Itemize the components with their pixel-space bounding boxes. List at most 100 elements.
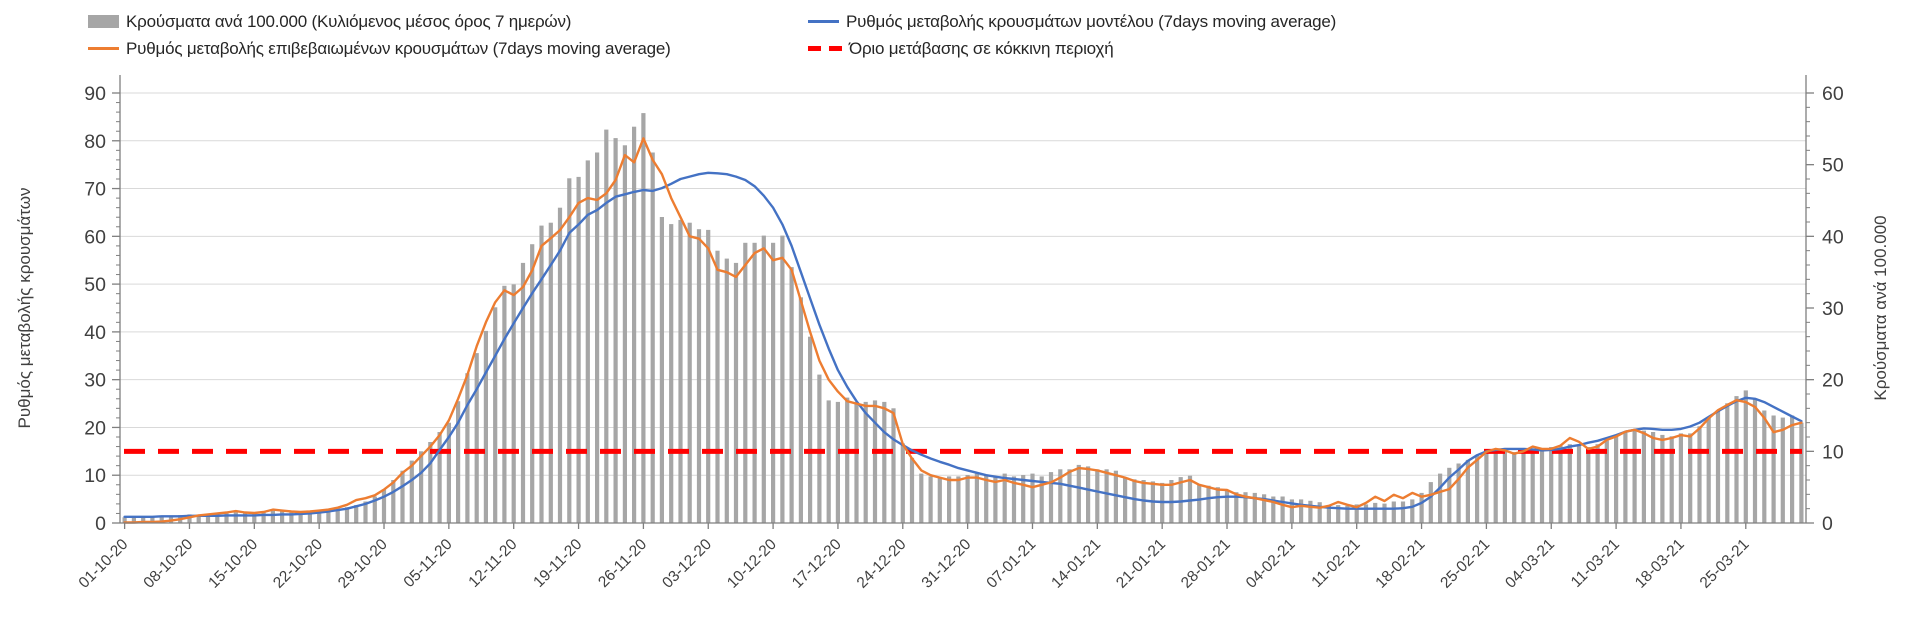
bar [428, 442, 433, 523]
bar [919, 473, 924, 523]
y-axis-left-title: Ρυθμός μεταβολής κρουσμάτων [15, 188, 34, 429]
bar [1447, 467, 1452, 523]
bar [789, 267, 794, 523]
bar [956, 476, 961, 523]
bar [1512, 452, 1517, 523]
bar [937, 477, 942, 523]
bar [465, 373, 470, 523]
bar [1697, 426, 1702, 524]
bar [1715, 410, 1721, 523]
bar [557, 207, 563, 523]
x-axis-tick-label: 18-02-21 [1372, 536, 1428, 592]
bar [1289, 499, 1294, 523]
bar [604, 129, 609, 523]
bar [1354, 504, 1359, 523]
bar [1336, 505, 1341, 523]
bar [1002, 473, 1007, 523]
bar [493, 307, 498, 523]
bar [1363, 504, 1369, 523]
bar [1725, 403, 1730, 523]
y-axis-left-tick-label: 60 [84, 226, 106, 248]
bar [567, 178, 572, 524]
bar [1215, 487, 1220, 523]
bar [1780, 417, 1785, 523]
bar [798, 297, 803, 524]
bar [1595, 444, 1600, 523]
y-axis-right-tick-label: 40 [1822, 226, 1844, 248]
bar [1058, 469, 1063, 524]
y-axis-right-title: Κρούσματα ανά 100.000 [1871, 215, 1890, 400]
y-axis-right-tick-label: 10 [1822, 441, 1844, 463]
bar [1651, 432, 1656, 523]
bar [1734, 396, 1739, 523]
bar [243, 513, 248, 523]
x-axis-tick-label: 04-02-21 [1243, 536, 1299, 592]
bar [632, 126, 637, 523]
y-axis-left-tick-label: 80 [84, 131, 106, 153]
x-axis-tick-label: 04-03-21 [1502, 536, 1558, 592]
bar [1771, 415, 1776, 523]
bar [752, 242, 757, 524]
bar [1743, 390, 1748, 523]
bar [900, 443, 905, 523]
bar [863, 401, 868, 523]
x-axis-tick-label: 10-12-20 [724, 536, 780, 592]
bar [1641, 430, 1646, 523]
bar [909, 457, 915, 523]
bar [1262, 494, 1267, 523]
bar [780, 235, 785, 523]
bar [474, 353, 479, 523]
blue-line-swatch-icon [808, 20, 839, 23]
legend-item-red-threshold: Όριο μετάβασης σε κόκκινη περιοχή [808, 35, 1336, 62]
bar [715, 250, 720, 523]
bar [1317, 502, 1322, 523]
bar [687, 222, 692, 523]
y-axis-left-tick-label: 30 [84, 370, 106, 392]
legend-label-confirmed-rate: Ρυθμός μεταβολής επιβεβαιωμένων κρουσμάτ… [126, 38, 671, 58]
bar [854, 401, 859, 523]
bar [215, 513, 220, 523]
bar [437, 432, 442, 523]
bar [1752, 399, 1758, 523]
bar [1243, 492, 1248, 523]
chart-legend: Κρούσματα ανά 100.000 (Κυλιόμενος μέσος … [88, 8, 1336, 62]
bar [409, 460, 414, 523]
bar [1539, 449, 1545, 523]
bar [1030, 473, 1035, 523]
x-axis-tick-label: 31-12-20 [919, 536, 975, 592]
bar [1234, 492, 1239, 523]
bar [1530, 450, 1535, 523]
x-axis-tick-label: 29-10-20 [335, 536, 391, 592]
bar [1132, 479, 1137, 523]
bar [1428, 482, 1433, 523]
bar [344, 507, 350, 523]
plot-area: 0 10 20 30 40 50 60 70 80 90 0 10 20 30 40 50 60 01-10-20… [76, 75, 1844, 592]
bar [326, 510, 331, 523]
x-axis-tick-label: 21-01-21 [1113, 536, 1169, 592]
legend-item-confirmed-rate: Ρυθμός μεταβολής επιβεβαιωμένων κρουσμάτ… [88, 35, 808, 62]
y-axis-left-tick-label: 20 [84, 417, 106, 439]
bar [307, 511, 312, 523]
x-axis-tick-label: 14-01-21 [1048, 536, 1104, 592]
bar [1280, 496, 1285, 523]
y-axis-right-tick-label: 50 [1822, 155, 1844, 177]
x-axis-tick-label: 25-02-21 [1437, 536, 1493, 592]
bar [1197, 485, 1202, 523]
bar [1614, 434, 1619, 523]
bar [706, 229, 711, 523]
y-axis-left-tick-label: 70 [84, 179, 106, 201]
bar [122, 517, 127, 523]
bar [520, 262, 526, 523]
bar [771, 242, 776, 524]
x-axis-tick-label: 11-03-21 [1568, 536, 1623, 591]
bar [381, 489, 387, 523]
bar [826, 400, 831, 523]
bar [1299, 499, 1304, 523]
model-rate-line [123, 171, 1803, 518]
x-axis-tick-label: 26-11-20 [595, 536, 650, 591]
bar [270, 510, 275, 523]
bar [233, 512, 238, 524]
bar [1493, 452, 1498, 523]
bar [539, 225, 544, 523]
